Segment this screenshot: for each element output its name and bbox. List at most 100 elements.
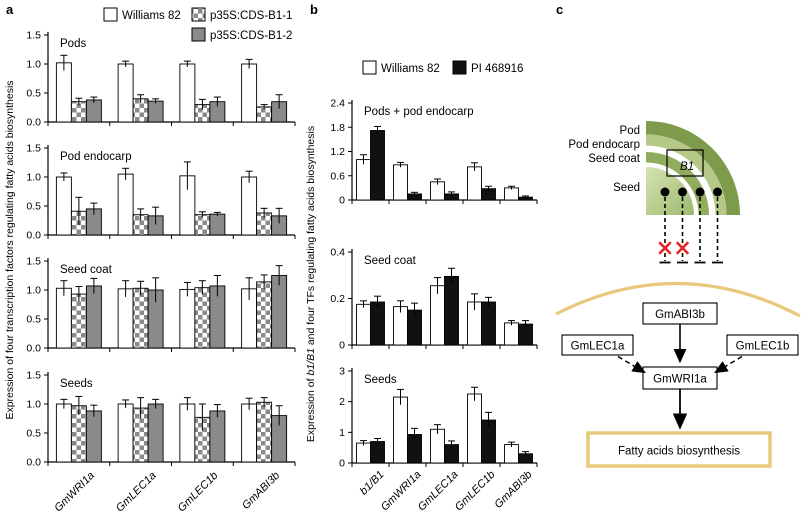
- y-tick-label: 3: [339, 366, 345, 378]
- signal-dots: [660, 187, 722, 197]
- signal-dot: [678, 187, 687, 197]
- bar: [271, 275, 288, 349]
- y-tick-label: 0: [339, 195, 345, 207]
- bar: [241, 176, 258, 236]
- bar: [356, 442, 371, 464]
- y-tick-label: 0.5: [26, 201, 41, 213]
- y-tick-label: 1.0: [26, 59, 41, 71]
- panel-b-letter: b: [310, 2, 318, 17]
- legend-label: Williams 82: [381, 63, 440, 75]
- bar: [444, 275, 459, 346]
- legend-label: Williams 82: [122, 10, 181, 22]
- seed-layer-fill: [646, 167, 694, 215]
- bar: [467, 393, 482, 464]
- y-tick-label: 0: [339, 458, 345, 470]
- bar: [117, 288, 134, 349]
- panel-c-letter: c: [556, 2, 564, 17]
- bar: [504, 322, 519, 346]
- bar: [241, 63, 258, 123]
- y-tick-label: 0.2: [330, 293, 345, 305]
- pod-label: Pod: [620, 125, 640, 137]
- fatty-acids-biosynthesis-box: [586, 431, 772, 468]
- fatty-acids-biosynthesis-label: Fatty acids biosynthesis: [618, 446, 740, 458]
- gmlec1a-label: GmLEC1a: [571, 341, 625, 353]
- bar: [132, 287, 149, 349]
- pod-endocarp-layer-band: [646, 134, 727, 215]
- signal-dot: [660, 187, 670, 197]
- panel-a-bar-charts: Expression of four transcription factors…: [4, 7, 296, 515]
- signal-dot: [695, 187, 705, 197]
- pod-layer-band: [646, 121, 740, 215]
- y-tick-label: 1.5: [26, 30, 41, 42]
- y-tick-label: 0.0: [26, 457, 41, 469]
- y-tick-label: 1.0: [26, 172, 41, 184]
- gmlec1b-box: [726, 334, 799, 356]
- b1-locus-label: B1: [680, 161, 694, 173]
- bar: [55, 403, 72, 463]
- x-category-label: GmLEC1b: [176, 470, 221, 515]
- legend-swatch-white: [362, 60, 377, 75]
- y-tick-label: 1.8: [330, 122, 345, 134]
- y-tick-label: 0.0: [26, 343, 41, 355]
- bar: [55, 287, 72, 349]
- y-tick-label: 1.0: [26, 285, 41, 297]
- bar: [356, 303, 371, 346]
- legend-swatch-checker: [191, 7, 206, 22]
- bar: [117, 403, 134, 463]
- gmlec1b-label: GmLEC1b: [736, 341, 790, 353]
- bar: [467, 166, 482, 201]
- y-tick-label: 0.5: [26, 428, 41, 440]
- bar: [179, 403, 196, 463]
- y-tick-label: 0: [339, 340, 345, 352]
- bar: [85, 99, 102, 123]
- bar: [393, 396, 408, 464]
- bar: [194, 287, 211, 349]
- subchart-title: Seed coat: [364, 255, 417, 267]
- y-tick-label: 0.6: [330, 170, 345, 182]
- y-tick-label: 0.0: [26, 230, 41, 242]
- gmlec1a-box: [561, 334, 634, 356]
- y-tick-label: 0.5: [26, 88, 41, 100]
- legend-swatch-black: [452, 60, 467, 75]
- bar: [504, 444, 519, 464]
- y-tick-label: 1.5: [26, 143, 41, 155]
- bar: [356, 159, 371, 201]
- panel-a-letter: a: [6, 2, 14, 17]
- bar: [504, 187, 519, 201]
- legend-label: p35S:CDS-B1-2: [210, 30, 292, 42]
- subchart-title: Pods + pod endocarp: [364, 106, 474, 118]
- subchart-title: Seeds: [364, 374, 397, 386]
- bar: [147, 100, 164, 123]
- bar: [117, 173, 134, 236]
- subchart-title: Seeds: [60, 378, 93, 390]
- bar: [209, 410, 226, 463]
- bar: [481, 301, 496, 346]
- seed-label: Seed: [613, 182, 640, 194]
- bar: [430, 285, 445, 346]
- bar: [85, 285, 102, 349]
- y-tick-label: 0.0: [26, 117, 41, 129]
- bar: [70, 293, 87, 349]
- x-mark-icon: [676, 241, 689, 255]
- y-tick-label: 1: [339, 427, 345, 439]
- bar: [55, 176, 72, 236]
- y-tick-label: 2.4: [330, 98, 345, 110]
- x-category-label: GmABI3b: [492, 469, 534, 511]
- legend-label: PI 468916: [471, 63, 523, 75]
- bar: [209, 213, 226, 236]
- bar: [194, 214, 211, 236]
- bar: [393, 164, 408, 201]
- signal-dot: [713, 187, 722, 197]
- legend-swatch-white: [103, 7, 118, 22]
- x-category-label: GmLEC1b: [453, 469, 498, 514]
- panel-a-y-axis-label: Expression of four transcription factors…: [4, 80, 16, 419]
- x-category-label: GmWRI1a: [52, 470, 97, 515]
- subchart-title: Pod endocarp: [60, 151, 132, 163]
- gmabi3b-label: GmABI3b: [655, 309, 705, 321]
- bar: [85, 410, 102, 463]
- x-mark-icon: [658, 241, 672, 255]
- bar: [430, 428, 445, 464]
- b1-locus-box: [666, 149, 704, 177]
- y-tick-label: 0.5: [26, 314, 41, 326]
